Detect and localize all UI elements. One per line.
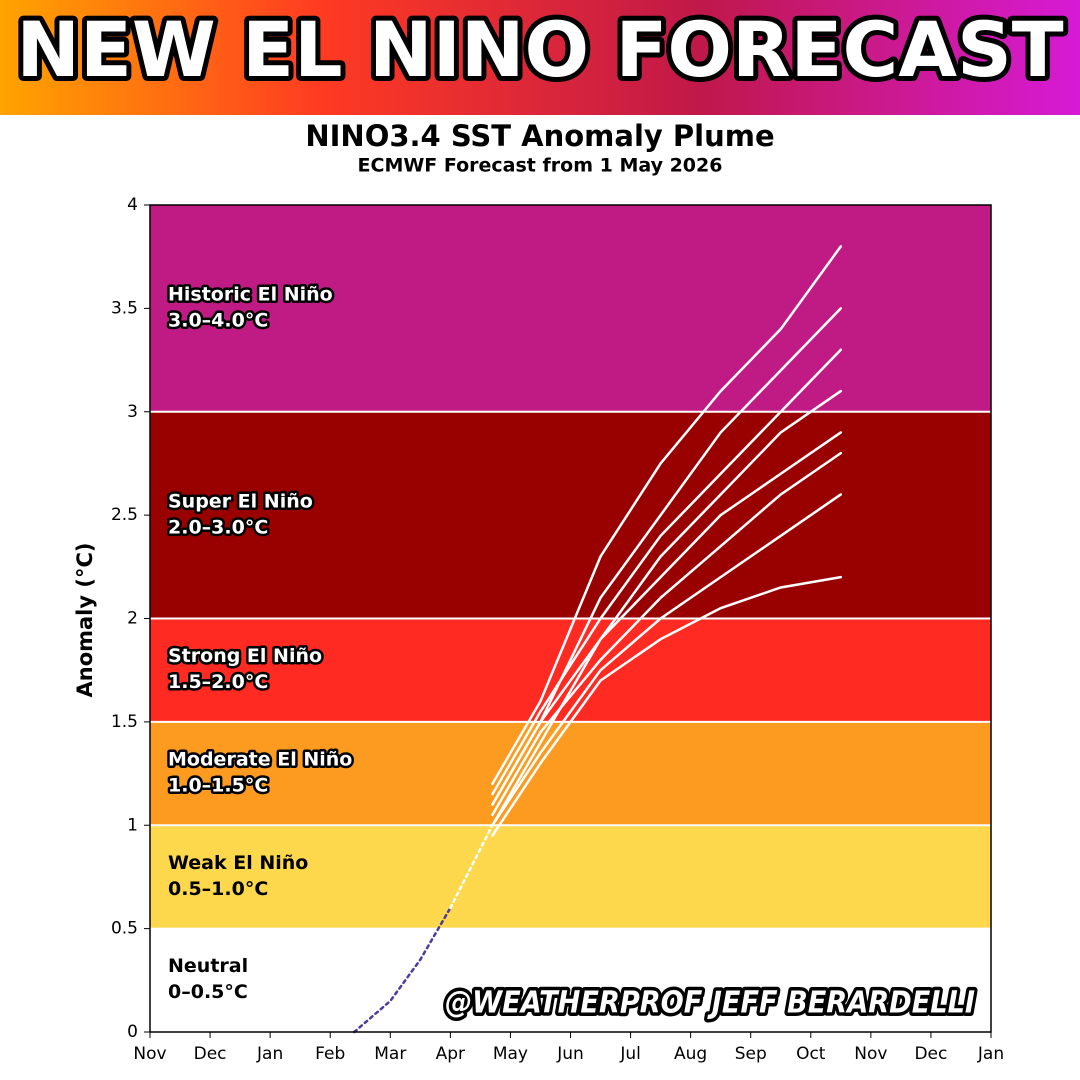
- y-tick-label: 1: [127, 815, 138, 835]
- banner: [0, 0, 1080, 115]
- band-range: 3.0–4.0°C: [168, 310, 268, 332]
- band-range: 0–0.5°C: [168, 981, 248, 1003]
- band: [150, 205, 991, 412]
- forecast-line: [491, 431, 843, 806]
- band-range: 0.5–1.0°C: [168, 878, 268, 900]
- x-tick-label: Aug: [674, 1044, 707, 1064]
- y-tick-label: 3.5: [111, 298, 138, 318]
- band-label: Neutral: [168, 955, 248, 977]
- y-tick-label: 3: [127, 402, 138, 422]
- y-tick-label: 2.5: [111, 505, 138, 525]
- y-axis-label: Anomaly (°C): [73, 543, 97, 698]
- forecast-line: [352, 906, 452, 1034]
- x-tick-label: Mar: [374, 1044, 406, 1064]
- forecast-line: [491, 348, 843, 796]
- x-tick-label: Jun: [556, 1044, 584, 1064]
- watermark: @WEATHERPROF JEFF BERARDELLI: [445, 986, 975, 1021]
- band-label: Super El Niño: [168, 490, 313, 512]
- band-range: 1.5–2.0°C: [168, 671, 268, 693]
- forecast-line: [449, 824, 494, 910]
- y-tick-label: 2: [127, 609, 138, 629]
- x-tick-label: Jan: [256, 1044, 283, 1064]
- band-label: Weak El Niño: [168, 852, 308, 874]
- x-tick-label: Apr: [436, 1044, 465, 1064]
- forecast-line: [491, 451, 843, 817]
- y-tick-label: 0.5: [111, 919, 138, 939]
- forecast-line: [491, 245, 843, 786]
- band: [150, 721, 991, 826]
- band: [150, 928, 991, 1032]
- forecast-line: [491, 389, 843, 827]
- x-tick-label: Dec: [914, 1044, 947, 1064]
- x-tick-label: Oct: [796, 1044, 826, 1064]
- forecast-line: [491, 493, 843, 827]
- y-tick-label: 0: [127, 1022, 138, 1042]
- x-tick-label: Sep: [735, 1044, 767, 1064]
- y-tick-label: 1.5: [111, 712, 138, 732]
- chart-subtitle: ECMWF Forecast from 1 May 2026: [358, 155, 723, 177]
- y-tick-label: 4: [127, 195, 138, 215]
- x-tick-label: Nov: [854, 1044, 887, 1064]
- band: [150, 411, 991, 619]
- forecast-line: [491, 575, 843, 837]
- x-tick-label: May: [493, 1044, 528, 1064]
- band-range: 1.0–1.5°C: [168, 774, 268, 796]
- x-tick-label: Nov: [133, 1044, 166, 1064]
- chart-title: NINO3.4 SST Anomaly Plume: [305, 119, 774, 153]
- band: [150, 825, 991, 929]
- band-label: Historic El Niño: [168, 284, 333, 306]
- band-label: Strong El Niño: [168, 645, 322, 667]
- x-tick-label: Feb: [315, 1044, 345, 1064]
- band-range: 2.0–3.0°C: [168, 516, 268, 538]
- x-tick-label: Dec: [194, 1044, 227, 1064]
- x-tick-label: Jan: [977, 1044, 1004, 1064]
- banner-title: NEW EL NINO FORECAST: [16, 5, 1063, 94]
- band-label: Moderate El Niño: [168, 748, 352, 770]
- x-tick-label: Jul: [619, 1044, 641, 1064]
- band: [150, 618, 991, 722]
